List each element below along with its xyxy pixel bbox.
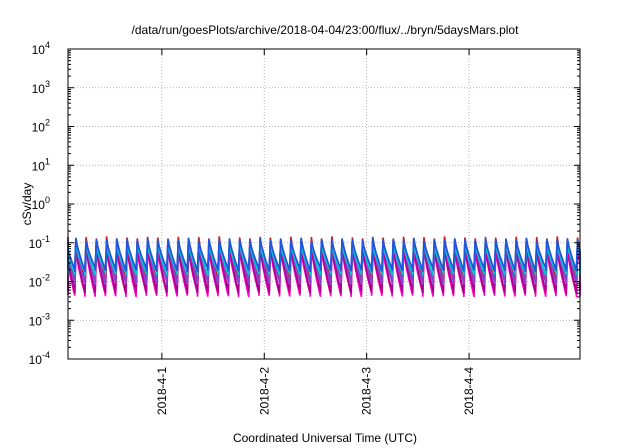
x-tick-label: 2018-4-3	[360, 367, 374, 415]
series-line	[67, 237, 581, 273]
x-axis-label: Coordinated Universal Time (UTC)	[233, 431, 417, 445]
x-tick-label: 2018-4-1	[155, 367, 169, 415]
x-tick-label: 2018-4-4	[462, 367, 476, 415]
y-tick-label: 102	[32, 118, 50, 135]
y-tick-exponent: 4	[45, 40, 50, 50]
series-line	[67, 239, 581, 286]
y-tick-exponent: 2	[45, 118, 50, 128]
y-tick-label: 10-1	[29, 234, 50, 251]
y-tick-label: 100	[32, 195, 50, 212]
y-tick-exponent: 3	[45, 79, 50, 89]
grid	[68, 49, 580, 359]
x-axis: 2018-4-1 2018-4-2 2018-4-3 2018-4-4	[155, 49, 476, 415]
y-tick-label: 101	[32, 156, 50, 173]
series-line	[67, 241, 581, 276]
y-tick-exponent: -4	[42, 350, 50, 360]
y-tick-label: 104	[32, 40, 50, 57]
y-tick-label: 103	[32, 79, 50, 96]
y-tick-exponent: -3	[42, 311, 50, 321]
y-axis-label: cSv/day	[20, 183, 34, 226]
y-tick-exponent: 0	[45, 195, 50, 205]
series-line	[67, 243, 581, 294]
y-tick-exponent: -2	[42, 273, 50, 283]
series-group	[67, 236, 581, 298]
y-tick-exponent: -1	[42, 234, 50, 244]
y-tick-label: 10-4	[29, 350, 50, 367]
chart-title: /data/run/goesPlots/archive/2018-04-04/2…	[132, 23, 520, 37]
y-tick-label: 10-3	[29, 311, 50, 328]
y-tick-exponent: 1	[45, 156, 50, 166]
y-tick-label: 10-2	[29, 273, 50, 290]
x-tick-label: 2018-4-2	[257, 367, 271, 415]
